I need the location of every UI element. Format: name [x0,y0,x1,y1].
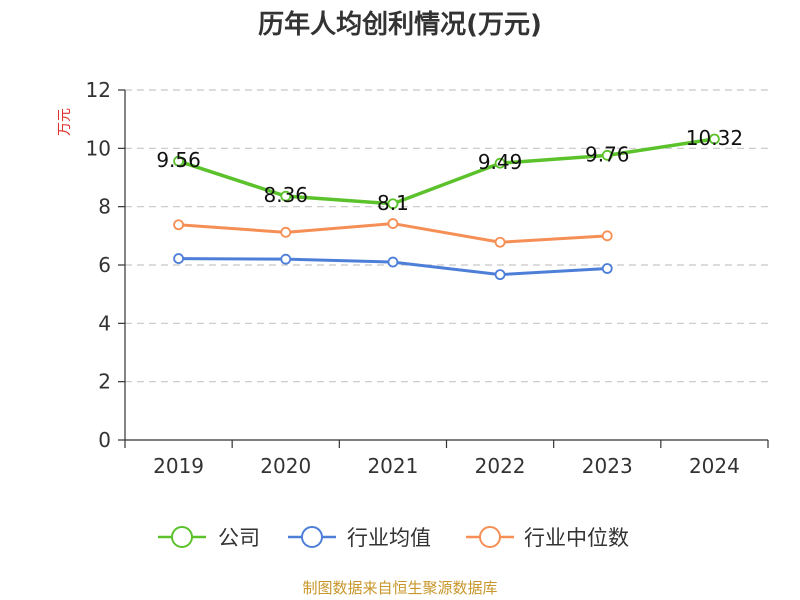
y-tick-label: 2 [98,370,111,394]
x-tick-label: 2021 [367,454,418,478]
data-point [173,155,184,167]
data-point [387,256,399,268]
grid-lines [125,89,768,383]
y-tick-label: 10 [86,136,111,160]
y-tick-label: 0 [98,428,111,452]
legend-label: 公司 [218,526,260,550]
data-point [601,149,613,161]
series-lines [173,133,720,281]
legend-marker [171,526,193,548]
legend-marker [301,526,323,548]
data-point [280,226,292,238]
data-label: 8.1 [377,191,409,215]
legend: 公司 行业均值 行业中位数 [158,526,629,550]
legend-marker [479,526,501,548]
axes: 0 2 4 6 8 10 12 万元 2019 2020 2021 2022 2023 2024 [57,78,769,478]
data-label: 9.56 [156,148,201,172]
data-labels: 9.56 8.36 8.1 9.49 9.76 10.32 [156,126,743,215]
y-tick-label: 8 [98,195,111,219]
x-tick-label: 2024 [689,454,740,478]
data-label: 9.76 [585,142,630,166]
y-tick-label: 12 [86,78,111,102]
data-point [173,253,184,264]
data-label: 8.36 [263,183,308,207]
data-point [173,219,184,231]
data-point [709,133,720,145]
data-label: 9.49 [478,150,523,174]
data-point [280,190,292,202]
x-tick-label: 2019 [153,454,204,478]
x-tick-label: 2020 [260,454,311,478]
data-point [601,263,613,274]
data-point [280,253,292,265]
x-tick-label: 2022 [475,454,526,478]
data-point [601,230,613,242]
data-label: 10.32 [686,126,743,150]
data-point [494,269,506,281]
chart-title: 历年人均创利情况(万元) [258,10,542,40]
data-point [387,198,399,210]
y-tick-label: 6 [98,253,111,277]
data-point [494,236,506,248]
series-line-0 [178,137,715,206]
x-tick-label: 2023 [582,454,633,478]
y-axis-unit-label: 万元 [57,108,73,136]
data-point [387,218,399,229]
y-tick-label: 4 [98,311,111,335]
data-point [494,157,506,169]
source-text: 制图数据来自恒生聚源数据库 [302,579,498,597]
legend-label: 行业中位数 [524,526,629,550]
legend-label: 行业均值 [347,526,431,550]
